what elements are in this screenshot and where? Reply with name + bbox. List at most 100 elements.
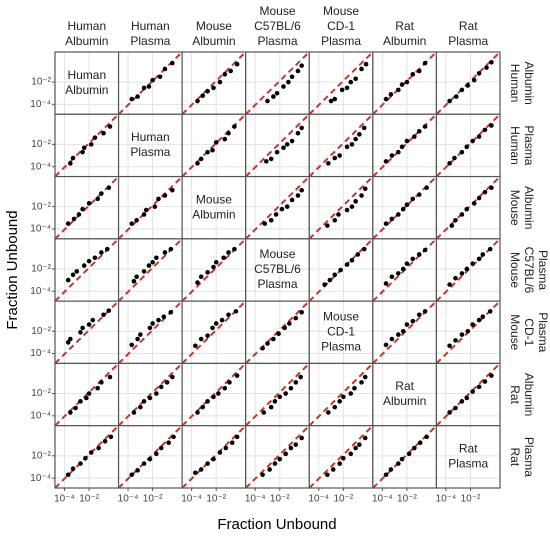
point (283, 391, 288, 396)
identity-line (309, 363, 373, 426)
point (471, 201, 477, 206)
point (147, 456, 153, 462)
point (447, 161, 452, 166)
point (325, 472, 330, 478)
point (482, 379, 488, 384)
point (276, 331, 281, 337)
point (150, 321, 155, 326)
row-label: Plasma (522, 125, 536, 165)
point (337, 153, 342, 158)
point (154, 451, 159, 457)
y-axis-title: Fraction Unbound (4, 210, 21, 329)
point (205, 461, 210, 466)
point (129, 221, 135, 226)
point (284, 142, 290, 147)
point (349, 142, 355, 147)
y-tick-label: 10⁻² (31, 139, 51, 150)
point (489, 373, 494, 378)
identity-line (436, 363, 500, 426)
point (210, 325, 215, 331)
point (281, 145, 286, 151)
point (211, 394, 216, 400)
x-tick-label: 10⁻⁴ (308, 494, 329, 505)
point (400, 206, 406, 212)
point (359, 66, 364, 72)
y-tick-label: 10⁻⁴ (30, 224, 51, 235)
y-tick-label: 10⁻² (31, 326, 51, 337)
point (361, 125, 367, 131)
x-tick-label: 10⁻² (143, 494, 163, 505)
point (146, 263, 152, 268)
diagonal-label: Albumin (383, 394, 426, 408)
point (293, 442, 299, 447)
point (465, 328, 471, 334)
point (399, 144, 405, 150)
point (129, 472, 135, 478)
point (260, 345, 265, 351)
point (355, 252, 361, 257)
point (383, 159, 389, 164)
point (226, 130, 231, 136)
point (104, 246, 110, 252)
point (107, 124, 113, 129)
point (482, 189, 488, 195)
diagonal-label: Mouse (323, 309, 359, 323)
point (465, 83, 471, 88)
point (226, 250, 231, 255)
point (143, 207, 149, 213)
point (388, 92, 394, 97)
identity-line (118, 363, 183, 426)
point (424, 434, 429, 440)
point (92, 255, 98, 261)
point (92, 135, 98, 140)
point (135, 94, 140, 99)
point (476, 195, 482, 201)
point (326, 410, 331, 415)
point (141, 269, 147, 274)
row-label: Plasma (522, 437, 536, 477)
point (272, 399, 278, 404)
point (453, 405, 458, 411)
row-label: Albumin (522, 373, 536, 416)
point (83, 455, 88, 461)
point (476, 256, 482, 262)
row-label: Mouse (508, 314, 522, 350)
point (147, 395, 153, 401)
point (422, 247, 428, 253)
point (261, 410, 267, 415)
point (410, 256, 416, 262)
point (170, 60, 175, 66)
point (289, 197, 295, 203)
point (229, 440, 235, 445)
point (141, 399, 147, 404)
point (353, 136, 358, 142)
panel-border (435, 425, 501, 489)
point (154, 391, 159, 396)
point (217, 79, 223, 85)
point (359, 193, 364, 198)
point (362, 186, 368, 192)
point (453, 338, 458, 343)
point (348, 79, 354, 85)
point (271, 94, 276, 99)
point (70, 466, 76, 471)
point (205, 399, 210, 404)
point (299, 125, 304, 131)
point (86, 201, 92, 206)
column-label: Albumin (192, 34, 235, 48)
point (353, 199, 358, 204)
diagonal-label: Human (67, 68, 106, 82)
point (108, 434, 114, 440)
point (464, 144, 470, 150)
y-tick-label: 10⁻⁴ (30, 99, 51, 110)
point (332, 272, 338, 278)
x-tick-label: 10⁻⁴ (118, 494, 139, 505)
y-tick-label: 10⁻⁴ (30, 348, 51, 359)
point (84, 395, 89, 401)
point (388, 467, 394, 472)
identity-line (309, 425, 373, 489)
point (131, 278, 137, 284)
point (295, 193, 301, 198)
point (322, 282, 327, 287)
point (383, 281, 389, 286)
